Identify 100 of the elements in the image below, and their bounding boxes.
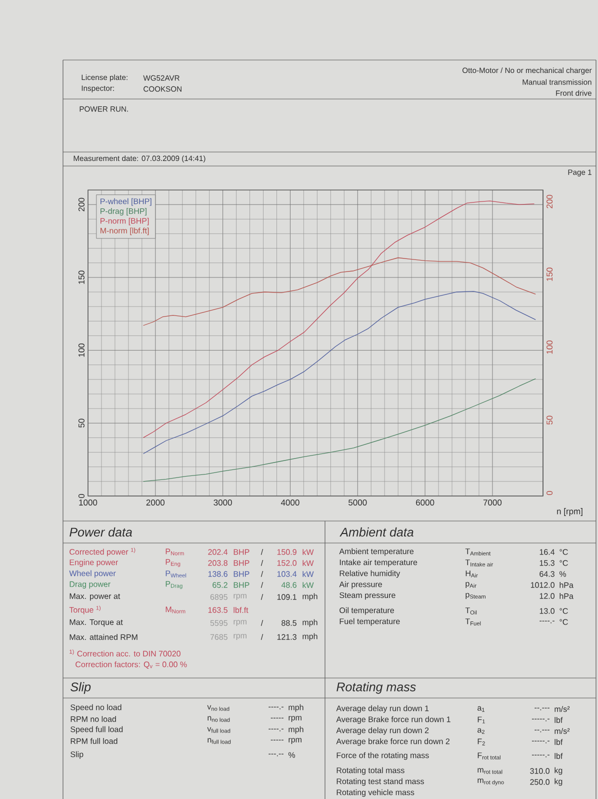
x-tick-label: 2000: [146, 500, 165, 506]
text: Rotating test stand mass: [336, 778, 424, 786]
text: hPa: [560, 582, 574, 588]
y2-tick-label: 150: [546, 268, 553, 281]
text: ----.-: [540, 620, 554, 624]
line-series: [142, 378, 536, 482]
text: 121.3: [277, 634, 296, 640]
text: P-drag [BHP]: [100, 208, 146, 216]
text: Rotating total mass: [336, 767, 404, 775]
text: kW: [302, 582, 314, 588]
text: Steam pressure: [340, 592, 396, 600]
text: -----.-: [532, 718, 550, 722]
text: 16.4: [540, 549, 555, 555]
y2-tick-label: 200: [546, 194, 553, 208]
text: °C: [560, 560, 568, 566]
text: /: [260, 620, 264, 626]
text: a$_{1}$: [478, 706, 484, 712]
text: Intake air temperature: [340, 559, 418, 567]
text: Ambient data: [340, 527, 414, 537]
text: Force of the rotating mass: [336, 752, 429, 760]
text: %: [559, 571, 566, 577]
text: P-norm [BHP]: [100, 218, 149, 226]
text: BHP: [234, 560, 250, 566]
text: Engine power: [70, 559, 118, 567]
text: 1012.0: [530, 582, 554, 588]
text: ----.-: [268, 706, 284, 710]
text: m/s²: [554, 706, 570, 712]
text: RPM full load: [70, 738, 118, 744]
text: Speed full load: [70, 726, 123, 734]
text: Air pressure: [339, 581, 382, 589]
text: Power data: [70, 527, 132, 537]
text: °C: [560, 549, 568, 555]
text: rpm: [288, 716, 302, 722]
text: P-wheel [BHP]: [100, 198, 152, 206]
text: lbf: [554, 717, 563, 723]
text: 250.0: [530, 779, 550, 785]
text: °C: [560, 619, 568, 625]
text: Average Brake force run down 1: [336, 716, 450, 724]
text: Max. attained RPM: [70, 634, 138, 640]
x-tick-label: 3000: [214, 500, 232, 506]
text: Ambient temperature: [339, 548, 414, 556]
text: T$_{Oil}$: [465, 608, 477, 614]
text: ---.--: [268, 754, 284, 756]
text: 12.0: [540, 593, 554, 599]
text: P$_{Eng}$: [166, 559, 180, 567]
text: BHP: [234, 549, 250, 555]
text: P$_{Drag}$: [166, 581, 182, 589]
text: F$_{1}$: [478, 716, 485, 724]
text: %: [288, 752, 296, 758]
text: /: [260, 571, 264, 577]
text: Fuel temperature: [340, 618, 400, 626]
text: M-norm [lbf.ft]: [100, 228, 149, 236]
text: BHP: [234, 571, 250, 577]
text: Torque $^{1)}$: [69, 606, 101, 614]
text: --.---: [534, 708, 550, 710]
text: /: [260, 582, 264, 588]
text: P$_{Wheel}$: [166, 570, 186, 578]
text: °C: [560, 608, 568, 614]
text: kW: [302, 549, 314, 555]
text: Corrected power $^{1)}$: [70, 548, 136, 556]
text: 203.8: [208, 560, 228, 566]
text: kg: [554, 767, 562, 775]
text: Speed no load: [70, 704, 122, 712]
text: 64.3: [540, 571, 554, 577]
text: p$_{Steam}$: [466, 593, 486, 599]
text: 310.0: [530, 768, 550, 774]
text: ----.-: [268, 728, 284, 732]
text: p$_{Air}$: [466, 582, 476, 588]
text: 48.6: [281, 582, 296, 588]
text: RPM no load: [70, 716, 116, 722]
text: 6895: [210, 594, 228, 600]
text: 103.4: [277, 571, 297, 577]
text: mph: [302, 633, 318, 641]
text: hPa: [560, 593, 574, 599]
text: mph: [288, 726, 304, 734]
text: 150.9: [277, 549, 296, 555]
text: lbf: [554, 739, 563, 745]
text: Slip: [70, 751, 84, 759]
text: Oil temperature: [340, 607, 394, 615]
text: Max. Torque at: [70, 619, 123, 627]
text: 138.6: [208, 571, 228, 577]
y2-tick-label: 0: [546, 490, 553, 496]
text: Average brake force run down 2: [336, 738, 450, 746]
text: M$_{Norm}$: [166, 606, 186, 614]
text: kW: [302, 571, 314, 577]
text: lbf: [554, 753, 563, 759]
x-tick-label: 6000: [416, 500, 434, 506]
text: mph: [302, 619, 318, 627]
text: kW: [302, 560, 314, 566]
text: 152.0: [277, 560, 296, 566]
text: rpm: [234, 620, 246, 626]
x-tick-label: 7000: [483, 500, 502, 506]
text: m/s²: [554, 728, 570, 734]
text: T$_{Ambient}$: [465, 548, 491, 556]
text: 13.0: [540, 608, 554, 614]
text: BHP: [234, 582, 250, 588]
text: /: [260, 594, 264, 600]
text: 109.1: [277, 594, 296, 600]
text: /: [260, 560, 264, 566]
text: /: [260, 634, 264, 640]
